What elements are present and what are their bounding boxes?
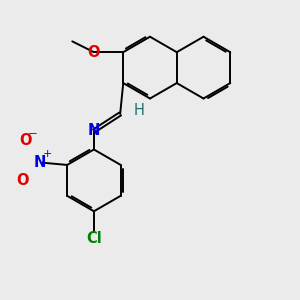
Text: O: O — [88, 45, 100, 60]
Text: N: N — [88, 124, 100, 139]
Text: O: O — [19, 133, 31, 148]
Text: +: + — [43, 149, 52, 159]
Text: N: N — [34, 155, 46, 170]
Text: Cl: Cl — [86, 231, 102, 246]
Text: −: − — [27, 127, 37, 140]
Text: H: H — [134, 103, 144, 118]
Text: O: O — [17, 173, 29, 188]
